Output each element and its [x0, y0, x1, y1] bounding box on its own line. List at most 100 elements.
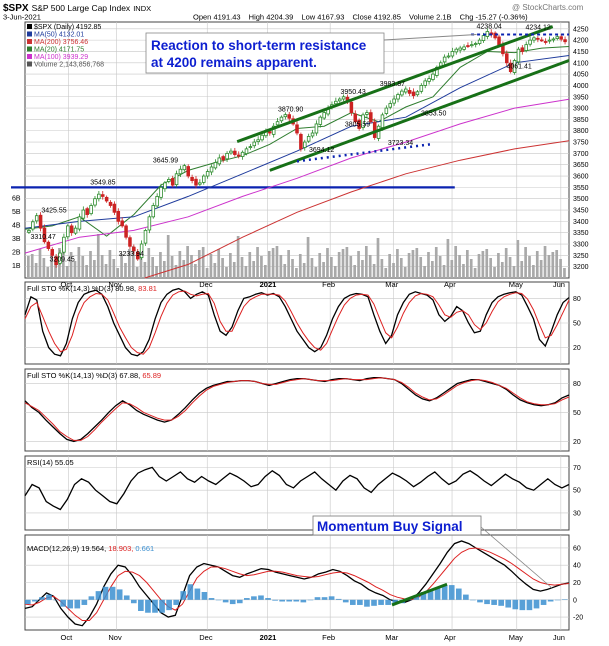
macd-histogram-bar	[357, 599, 363, 605]
candle-body	[415, 91, 420, 96]
macd-histogram-bar	[491, 599, 497, 605]
volume-bar	[128, 249, 131, 278]
macd-histogram-bar	[81, 599, 88, 605]
chart-date: 3-Jun-2021	[3, 13, 41, 22]
macd-histogram-bar	[258, 595, 264, 600]
candle-body	[209, 166, 214, 173]
volume-bar	[477, 254, 481, 278]
full-sto-fast-label: Full STO %K(14,3) %D(3) 80.98, 83.81	[27, 284, 157, 293]
candle-body	[299, 133, 303, 150]
candle-body	[240, 151, 245, 157]
volume-bar	[539, 260, 543, 278]
volume-bar	[419, 257, 423, 278]
legend-swatch	[27, 61, 32, 67]
volume-bar	[551, 252, 555, 278]
price-tick-label: 3900	[573, 106, 589, 113]
macd-histogram-bar	[484, 599, 490, 605]
x-axis-label: Apr	[444, 280, 456, 289]
macd-histogram-bar	[53, 599, 59, 601]
macd-histogram-bar	[371, 599, 377, 606]
momentum-pointer	[480, 526, 553, 589]
volume-bar	[298, 254, 302, 278]
candle-body	[217, 157, 222, 165]
volume-bar	[353, 265, 357, 278]
volume-bar	[380, 259, 384, 278]
volume-bar	[147, 248, 151, 278]
legend-entry: MA(100) 3939.29	[34, 54, 88, 61]
price-tick-label: 4050	[573, 72, 589, 79]
volume-bar	[232, 262, 236, 278]
volume-bar	[314, 267, 318, 278]
macd-panel: -20 0 20 40 60 MACD(12,26,9) 19.564, 18.903, …	[24, 515, 583, 631]
volume-bar	[361, 260, 364, 278]
candle-body	[400, 90, 404, 96]
x-axis-label: Jun	[553, 633, 565, 642]
candle-body	[318, 116, 323, 125]
macd-histogram-bar	[236, 599, 243, 604]
candle-body	[283, 114, 288, 118]
volume-bar	[384, 268, 388, 278]
candle-body	[147, 216, 152, 231]
macd-label: MACD(12,26,9) 19.564, 18.903, 0.661	[27, 544, 154, 553]
volume-bar	[524, 247, 527, 278]
volume-bar	[42, 258, 46, 278]
volume-bar	[407, 253, 411, 278]
candle-body	[341, 96, 346, 100]
candle-body	[411, 91, 416, 97]
series-line-k	[24, 287, 570, 357]
candle-body	[473, 43, 478, 45]
oscillator-tick-label: -20	[573, 615, 583, 622]
volume-bar	[194, 264, 197, 278]
macd-histogram-bar	[159, 599, 165, 613]
volume-bar	[50, 253, 53, 278]
macd-histogram-bar	[314, 597, 321, 600]
price-tick-label: 3450	[573, 208, 589, 215]
legend-swatch	[27, 39, 32, 44]
candle-body	[485, 31, 490, 37]
candle-body	[466, 45, 470, 47]
price-annotation-label: 4234.12	[525, 24, 550, 31]
oscillator-tick-label: 20	[573, 580, 581, 587]
oscillator-tick-label: 40	[573, 563, 581, 570]
macd-signal-value: 18.903,	[108, 544, 135, 553]
macd-histogram-bar	[39, 597, 45, 600]
candle-body	[66, 225, 70, 238]
candle-body	[295, 124, 299, 134]
macd-histogram-bar	[378, 599, 384, 605]
candle-body	[380, 114, 385, 128]
volume-tick-label: 2B	[12, 250, 21, 257]
macd-histogram-bar	[32, 599, 38, 602]
candle-body	[38, 214, 43, 229]
x-axis-label: Mar	[385, 633, 398, 642]
macd-histogram-bar	[138, 599, 144, 611]
volume-bar	[178, 251, 182, 278]
macd-histogram-bar	[547, 599, 554, 602]
volume-bar	[209, 254, 213, 278]
volume-bar	[415, 248, 419, 278]
candle-body	[54, 256, 58, 266]
volume-bar	[465, 250, 469, 278]
candle-body	[73, 227, 78, 234]
volume-bar	[275, 246, 279, 278]
x-axis-label: 2021	[260, 633, 277, 642]
candle-body	[446, 55, 451, 58]
candle-body	[178, 168, 183, 175]
macd-histogram-bar	[265, 598, 271, 600]
volume-bar	[306, 237, 310, 278]
candle-body	[190, 177, 194, 181]
price-tick-label: 3850	[573, 117, 589, 124]
volume-bar	[349, 256, 353, 278]
candle-body	[512, 60, 517, 73]
candle-body	[442, 56, 447, 63]
candle-body	[431, 73, 435, 80]
macd-histogram-bar	[427, 589, 434, 600]
candle-body	[202, 175, 206, 183]
candle-body	[392, 98, 396, 104]
volume-bar	[345, 247, 349, 278]
candle-body	[85, 208, 89, 215]
volume-bar	[151, 257, 155, 278]
ma100-line	[24, 98, 570, 254]
price-annotation-label: 3694.12	[309, 147, 334, 154]
macd-histogram-bar	[498, 599, 505, 606]
volume-bar	[61, 245, 65, 278]
